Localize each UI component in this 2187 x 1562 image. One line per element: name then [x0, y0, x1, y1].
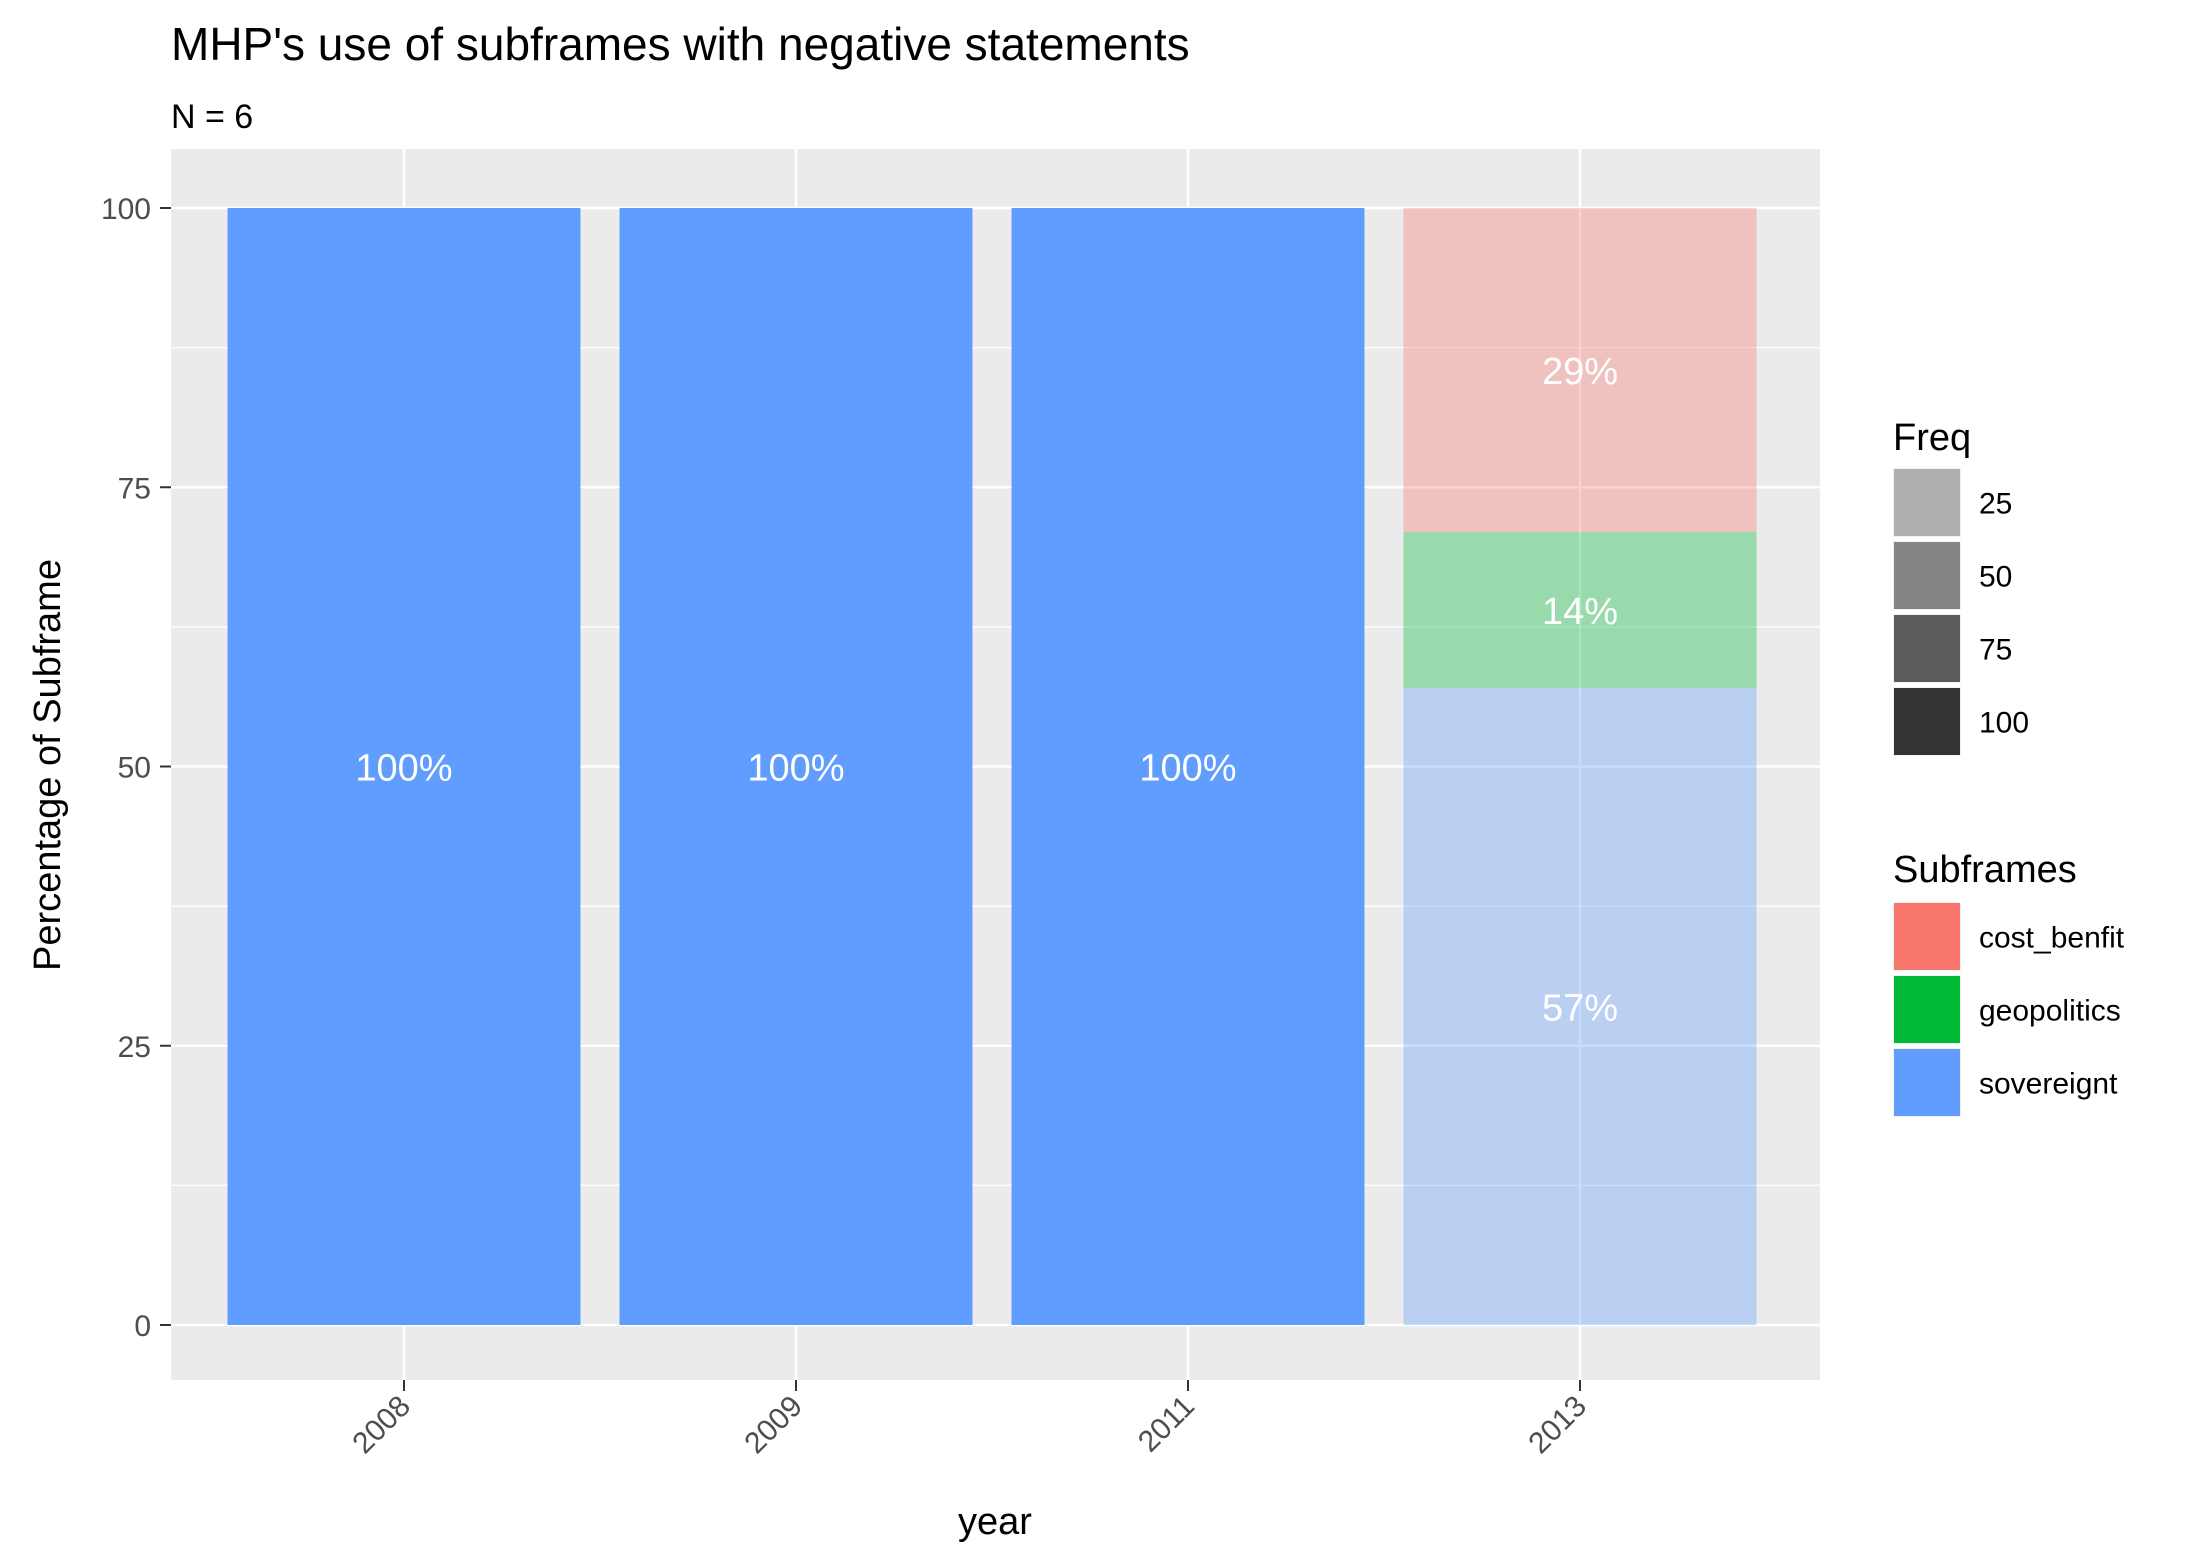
legend-freq-swatch: [1894, 688, 1960, 755]
bar-label-geopolitics-2013: 14%: [1542, 591, 1618, 633]
legend-subframes-swatch-sovereignt: [1894, 1049, 1960, 1116]
y-tick-label: 25: [118, 1031, 151, 1064]
bars: [227, 208, 1757, 1325]
legend-subframes-swatch-cost_benfit: [1894, 903, 1960, 970]
bar-labels: 100% 100% 100% 57% 14% 29%: [355, 351, 1618, 1030]
bar-sovereignt-2011: [1011, 208, 1365, 1325]
y-axis-label: Percentage of Subframe: [27, 559, 69, 971]
bar-sovereignt-2008: [227, 208, 581, 1325]
bar-label-sovereignt-2013: 57%: [1542, 988, 1618, 1030]
x-tick-label: 2013: [1522, 1390, 1593, 1461]
legend-freq-title: Freq: [1893, 417, 1971, 459]
bar-label-sovereignt-2008: 100%: [355, 748, 452, 790]
y-tick-label: 50: [118, 752, 151, 785]
legend-freq-label: 50: [1979, 561, 2012, 594]
legend-freq-swatch: [1894, 615, 1960, 682]
legend-subframes-title: Subframes: [1893, 849, 2077, 891]
legend-subframes-swatch-geopolitics: [1894, 976, 1960, 1043]
bar-label-sovereignt-2009: 100%: [747, 748, 844, 790]
legend-subframes-label: cost_benfit: [1979, 922, 2125, 955]
x-tick-label: 2008: [346, 1390, 417, 1461]
bar-label-cost_benfit-2013: 29%: [1542, 351, 1618, 393]
chart-subtitle: N = 6: [171, 98, 253, 136]
chart-title: MHP's use of subframes with negative sta…: [171, 18, 1190, 70]
x-tick-label: 2009: [738, 1390, 809, 1461]
bar-sovereignt-2013: [1403, 688, 1757, 1325]
legend-freq-swatch: [1894, 542, 1960, 609]
x-tick-label: 2011: [1132, 1390, 1201, 1459]
legend-freq-key: [1893, 468, 1961, 537]
x-axis: 2008 2009 2011 2013: [346, 1380, 1593, 1460]
legend-freq-label: 75: [1979, 634, 2012, 667]
x-axis-label: year: [958, 1501, 1032, 1543]
legend-freq-label: 25: [1979, 488, 2012, 521]
y-tick-label: 0: [134, 1310, 151, 1343]
legend-freq-label: 100: [1979, 707, 2029, 740]
y-tick-label: 75: [118, 472, 151, 505]
bar-sovereignt-2009: [619, 208, 973, 1325]
y-axis: 0 25 50 75 100: [101, 193, 171, 1343]
bar-geopolitics-2013: [1403, 531, 1757, 689]
bar-cost_benfit-2013: [1403, 208, 1757, 532]
y-tick-label: 100: [101, 193, 151, 226]
legend-freq-swatch: [1894, 469, 1960, 536]
legend-subframes-label: geopolitics: [1979, 995, 2121, 1028]
legend-subframes-label: sovereignt: [1979, 1068, 2118, 1101]
bar-label-sovereignt-2011: 100%: [1139, 748, 1236, 790]
